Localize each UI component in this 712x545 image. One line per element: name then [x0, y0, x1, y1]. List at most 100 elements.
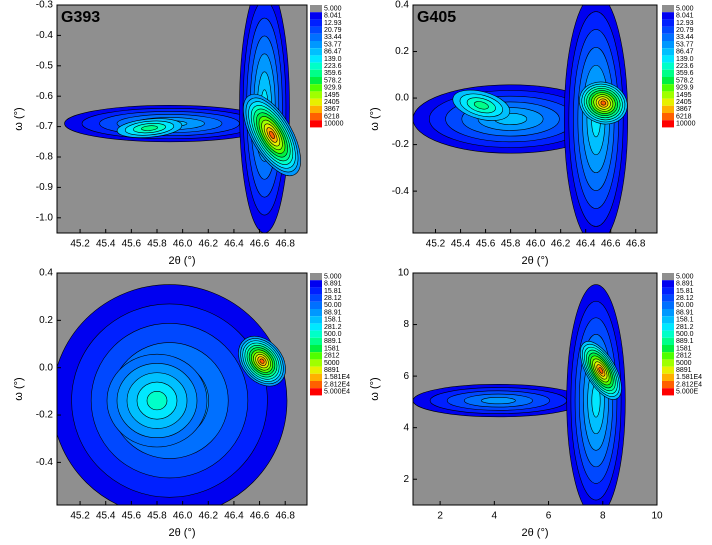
x-tick-label: 46.8: [275, 239, 295, 250]
colorbar-label: 3867: [324, 106, 340, 113]
colorbar-label: 50.00: [324, 302, 342, 309]
colorbar-cell: [662, 388, 674, 396]
colorbar-cell: [310, 373, 322, 381]
colorbar-cell: [662, 337, 674, 345]
colorbar-label: 12.93: [324, 20, 342, 27]
colorbar-cell: [662, 77, 674, 85]
colorbar-label: 20.79: [324, 27, 342, 34]
colorbar-cell: [310, 33, 322, 41]
x-tick-label: 45.4: [451, 239, 471, 250]
colorbar-cell: [310, 12, 322, 20]
colorbar-label: 8.891: [324, 281, 342, 288]
colorbar-cell: [310, 309, 322, 317]
plot-area: [413, 273, 657, 505]
colorbar-label: 2.812E4: [676, 381, 702, 388]
y-tick-label: 10: [398, 268, 410, 279]
y-tick-label: -0.5: [36, 60, 54, 71]
y-tick-label: 4: [403, 422, 409, 433]
x-axis-label: 2θ (°): [521, 527, 548, 539]
colorbar-label: 10000: [324, 121, 344, 128]
y-tick-label: 0.4: [39, 268, 53, 279]
colorbar-label: 1.581E4: [324, 374, 350, 381]
colorbar-label: 139.0: [324, 56, 342, 63]
colorbar-label: 88.91: [324, 309, 342, 316]
x-tick-label: 10: [651, 511, 663, 522]
plot-frame: [56, 272, 308, 506]
y-tick-label: 0.4: [395, 0, 409, 11]
colorbar-label: 8891: [676, 367, 692, 374]
colorbar-label: 929.9: [324, 85, 342, 92]
y-tick-label: 8: [403, 319, 409, 330]
colorbar-cell: [310, 77, 322, 85]
colorbar-cell: [662, 323, 674, 331]
plot-area: [413, 5, 657, 233]
colorbar-label: 1581: [676, 345, 692, 352]
y-tick-label: -0.8: [36, 152, 54, 163]
colorbar-cell: [310, 55, 322, 63]
colorbar-label: 889.1: [324, 338, 342, 345]
panel-title: G405: [417, 9, 456, 26]
colorbar-cell: [310, 352, 322, 360]
colorbar-cell: [310, 120, 322, 128]
colorbar-cell: [662, 98, 674, 106]
x-tick-label: 46.6: [250, 511, 270, 522]
colorbar-cell: [662, 287, 674, 295]
colorbar-cell: [310, 337, 322, 345]
colorbar-cell: [662, 62, 674, 70]
colorbar-cell: [310, 366, 322, 374]
colorbar-cell: [662, 309, 674, 317]
colorbar-label: 1581: [324, 345, 340, 352]
colorbar-cell: [310, 5, 322, 13]
colorbar-label: 28.12: [324, 295, 342, 302]
colorbar-cell: [662, 69, 674, 77]
x-tick-label: 45.8: [147, 239, 167, 250]
x-tick-label: 45.2: [70, 239, 90, 250]
colorbar-label: 5.000: [676, 273, 694, 280]
colorbar-cell: [310, 91, 322, 99]
colorbar-cell: [662, 5, 674, 13]
x-tick-label: 46.2: [551, 239, 571, 250]
plot-area: [57, 5, 307, 233]
x-tick-label: 46.0: [173, 511, 193, 522]
colorbar-cell: [662, 373, 674, 381]
x-tick-label: 6: [546, 511, 552, 522]
colorbar-label: 158.1: [676, 317, 694, 324]
y-tick-label: -0.4: [36, 30, 54, 41]
x-tick-label: 45.6: [122, 239, 142, 250]
colorbar-label: 15.81: [676, 288, 694, 295]
colorbar-label: 8891: [324, 367, 340, 374]
colorbar-cell: [662, 316, 674, 324]
colorbar-label: 86.47: [676, 49, 694, 56]
colorbar-label: 6218: [324, 113, 340, 120]
colorbar-label: 5000: [324, 360, 340, 367]
y-tick-label: 2: [403, 474, 409, 485]
colorbar-label: 578.2: [324, 77, 342, 84]
x-axis-label: 2θ (°): [168, 527, 195, 539]
colorbar-cell: [310, 48, 322, 56]
colorbar-cell: [310, 273, 322, 281]
x-tick-label: 46.0: [173, 239, 193, 250]
colorbar-cell: [662, 113, 674, 121]
x-tick-label: 46.8: [626, 239, 646, 250]
x-tick-label: 4: [492, 511, 498, 522]
colorbar-cell: [310, 280, 322, 288]
x-tick-label: 46.4: [576, 239, 596, 250]
colorbar-label: 6218: [676, 113, 692, 120]
colorbar-cell: [662, 84, 674, 92]
colorbar-label: 889.1: [676, 338, 694, 345]
x-tick-label: 45.4: [96, 239, 116, 250]
colorbar-cell: [662, 19, 674, 27]
colorbar-cell: [310, 287, 322, 295]
colorbar-label: 20.79: [676, 27, 694, 34]
y-tick-label: -0.4: [36, 457, 54, 468]
colorbar-label: 500.0: [676, 331, 694, 338]
plot-area: [57, 273, 307, 505]
colorbar-cell: [310, 69, 322, 77]
colorbar-label: 33.44: [324, 34, 342, 41]
colorbar-cell: [310, 98, 322, 106]
contour-band: [598, 367, 604, 374]
colorbar-cell: [310, 345, 322, 353]
colorbar-cell: [310, 113, 322, 121]
colorbar-cell: [310, 323, 322, 331]
x-tick-label: 46.2: [199, 239, 219, 250]
